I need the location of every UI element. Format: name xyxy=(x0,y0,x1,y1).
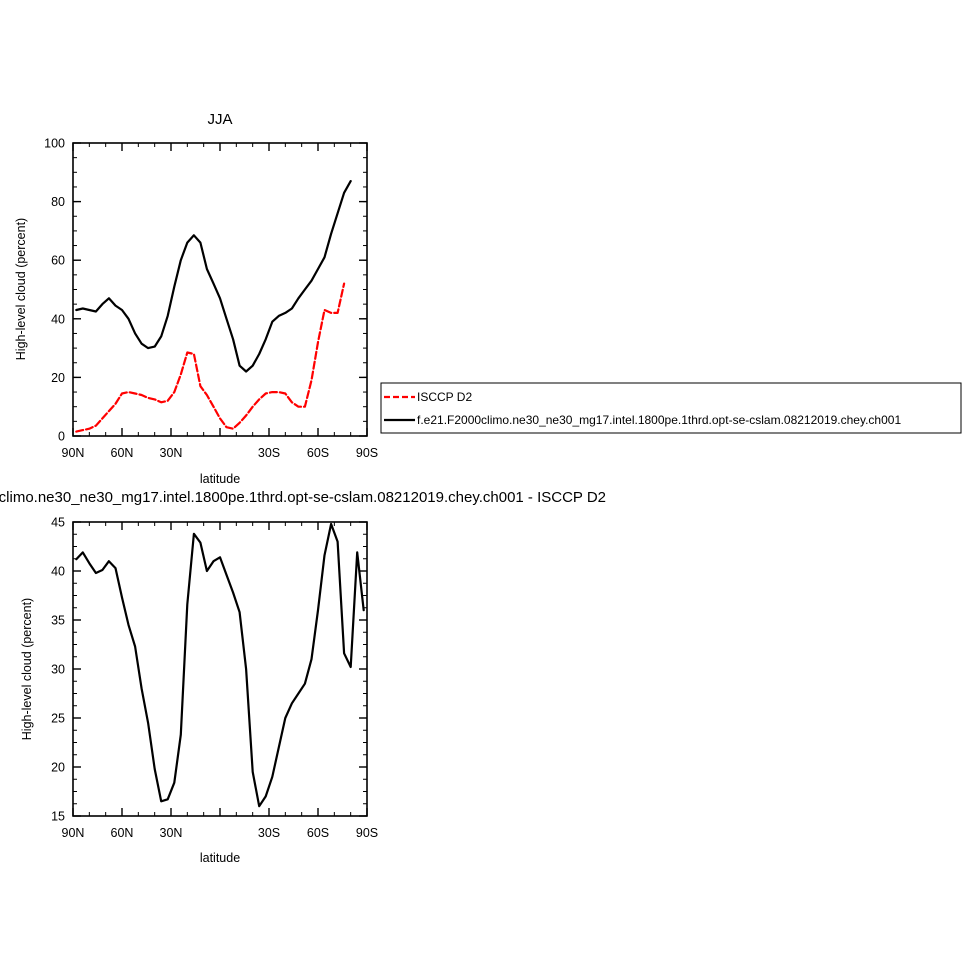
top-y-tick-label: 100 xyxy=(44,137,65,151)
top-y-tick-label: 0 xyxy=(58,430,65,444)
legend-label-isccp: ISCCP D2 xyxy=(417,390,472,404)
bottom-y-tick-label: 30 xyxy=(51,663,65,677)
panel-bottom: 90N 60N 30N 30S 60S 90S 15 20 25 30 35 40 45 f.e21.F… xyxy=(0,489,606,865)
top-y-axis-label: High-level cloud (percent) xyxy=(14,218,28,360)
top-series-group xyxy=(75,180,352,433)
top-x-axis-label: latitude xyxy=(200,472,240,486)
bottom-y-axis-label: High-level cloud (percent) xyxy=(20,598,34,740)
top-series-line-1 xyxy=(75,282,346,433)
bottom-y-tick-label: 35 xyxy=(51,614,65,628)
bottom-x-tick-label: 60S xyxy=(307,826,329,840)
bottom-chart-title: f.e21.F2000climo.ne30_ne30_mg17.intel.18… xyxy=(0,489,606,506)
bottom-y-tick-label: 15 xyxy=(51,810,65,824)
bottom-y-tick-label: 45 xyxy=(51,516,65,530)
bottom-x-tick-label: 30N xyxy=(160,826,183,840)
bottom-x-tick-label: 90S xyxy=(356,826,378,840)
top-x-tick-label: 60N xyxy=(111,446,134,460)
bottom-x-tick-label: 30S xyxy=(258,826,280,840)
legend-box xyxy=(380,382,962,434)
top-plot-frame xyxy=(72,142,368,437)
bottom-axis-ticks: 90N 60N 30N 30S 60S 90S 15 20 25 30 35 40 45 xyxy=(51,516,378,841)
panel-top: JJA latitude High-level cloud (percent) … xyxy=(14,111,378,486)
top-x-tick-label: 90S xyxy=(356,446,378,460)
top-y-tick-label: 20 xyxy=(51,371,65,385)
top-y-tick-label: 80 xyxy=(51,195,65,209)
bottom-x-tick-label: 60N xyxy=(111,826,134,840)
legend: ISCCP D2 f.e21.F2000climo.ne30_ne30_mg17… xyxy=(380,382,962,434)
top-y-tick-label: 60 xyxy=(51,254,65,268)
bottom-plot-frame xyxy=(72,521,368,817)
top-chart-title: JJA xyxy=(207,111,232,128)
top-y-tick-label: 40 xyxy=(51,312,65,326)
top-x-tick-label: 30N xyxy=(160,446,183,460)
bottom-x-axis-label: latitude xyxy=(200,851,240,865)
top-series-line-2 xyxy=(75,180,352,373)
top-x-tick-label: 30S xyxy=(258,446,280,460)
top-axis-ticks: 90N 60N 30N 30S 60S 90S 0 20 40 60 80 100 xyxy=(44,137,378,461)
bottom-series-line-1 xyxy=(75,522,365,808)
bottom-series-group xyxy=(75,522,365,808)
top-x-tick-label: 60S xyxy=(307,446,329,460)
top-x-tick-label: 90N xyxy=(62,446,85,460)
bottom-y-tick-label: 20 xyxy=(51,761,65,775)
bottom-y-tick-label: 40 xyxy=(51,565,65,579)
legend-label-model: f.e21.F2000climo.ne30_ne30_mg17.intel.18… xyxy=(417,413,901,427)
bottom-x-tick-label: 90N xyxy=(62,826,85,840)
bottom-y-tick-label: 25 xyxy=(51,712,65,726)
